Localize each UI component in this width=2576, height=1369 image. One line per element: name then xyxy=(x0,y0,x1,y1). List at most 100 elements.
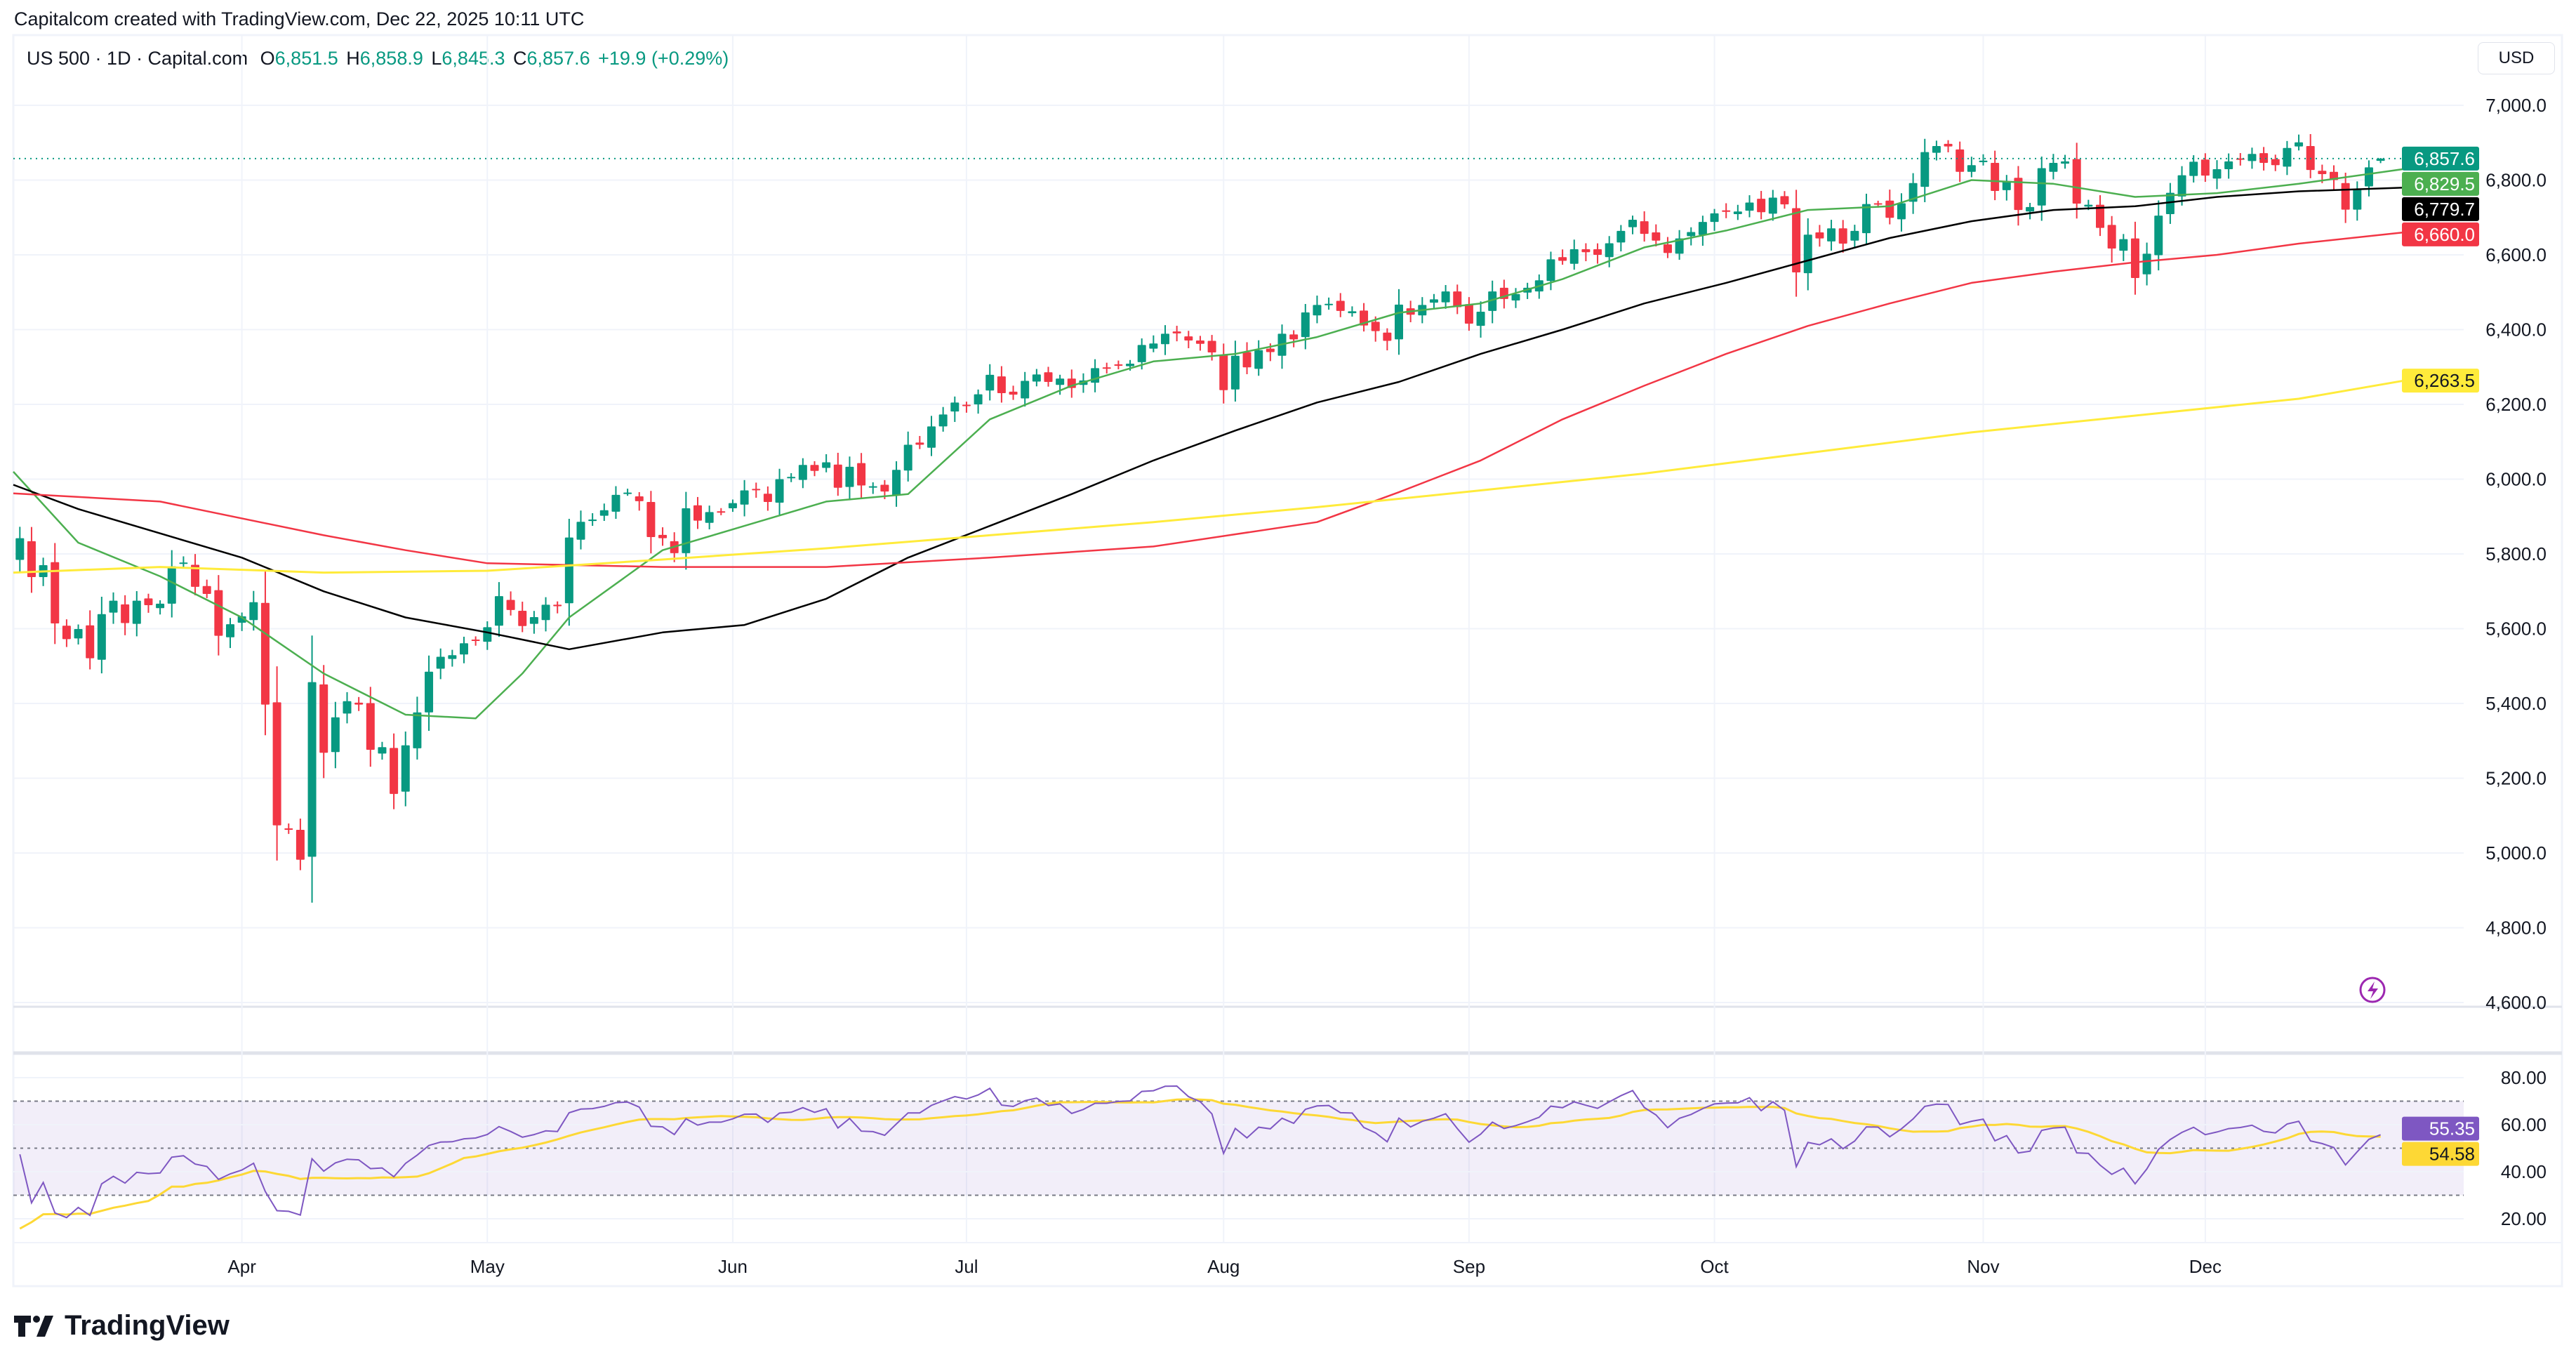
candle-down[interactable] xyxy=(1266,348,1275,352)
candle-up[interactable] xyxy=(2142,253,2151,275)
candle-down[interactable] xyxy=(1114,364,1123,366)
candle-up[interactable] xyxy=(974,394,983,404)
candle-up[interactable] xyxy=(1745,202,1754,211)
candle-down[interactable] xyxy=(1009,391,1018,395)
candle-down[interactable] xyxy=(1792,208,1801,273)
candle-up[interactable] xyxy=(1441,291,1450,303)
candle-down[interactable] xyxy=(1991,163,2000,191)
candle-up[interactable] xyxy=(436,656,445,669)
candle-up[interactable] xyxy=(226,624,234,637)
candle-up[interactable] xyxy=(1395,304,1403,340)
candle-down[interactable] xyxy=(2341,183,2350,210)
candle-up[interactable] xyxy=(413,712,422,748)
candle-down[interactable] xyxy=(2200,159,2210,176)
candle-down[interactable] xyxy=(144,598,153,605)
candle-up[interactable] xyxy=(798,465,807,480)
candle-down[interactable] xyxy=(191,564,200,587)
candle-up[interactable] xyxy=(1698,222,1707,235)
candle-down[interactable] xyxy=(1640,221,1649,234)
candle-down[interactable] xyxy=(354,702,364,705)
candle-up[interactable] xyxy=(331,717,340,753)
candle-down[interactable] xyxy=(962,404,971,406)
candle-down[interactable] xyxy=(1184,336,1193,340)
candle-up[interactable] xyxy=(611,494,620,512)
candle-up[interactable] xyxy=(2212,169,2222,179)
candle-up[interactable] xyxy=(1967,165,1976,172)
candle-up[interactable] xyxy=(576,522,585,540)
candle-up[interactable] xyxy=(903,444,912,471)
candle-down[interactable] xyxy=(997,376,1006,394)
candle-up[interactable] xyxy=(2061,161,2070,164)
candle-up[interactable] xyxy=(529,616,538,624)
candle-up[interactable] xyxy=(1254,350,1263,369)
candle-up[interactable] xyxy=(927,426,936,448)
candle-down[interactable] xyxy=(553,604,562,607)
candle-down[interactable] xyxy=(1195,340,1204,344)
candle-down[interactable] xyxy=(1593,249,1602,255)
candle-up[interactable] xyxy=(1768,197,1777,214)
candle-down[interactable] xyxy=(1663,244,1672,253)
candle-down[interactable] xyxy=(646,501,656,538)
candle-up[interactable] xyxy=(938,414,948,427)
candle-down[interactable] xyxy=(1956,149,1965,172)
candle-up[interactable] xyxy=(1301,312,1310,338)
candle-down[interactable] xyxy=(62,626,71,640)
candle-up[interactable] xyxy=(775,479,784,503)
candle-down[interactable] xyxy=(319,684,328,753)
candle-down[interactable] xyxy=(833,464,842,488)
candle-down[interactable] xyxy=(1453,291,1462,307)
candle-up[interactable] xyxy=(307,682,317,857)
candle-down[interactable] xyxy=(1242,352,1252,368)
candle-up[interactable] xyxy=(1161,333,1169,345)
candle-down[interactable] xyxy=(202,586,211,594)
candle-up[interactable] xyxy=(1908,183,1918,202)
candle-down[interactable] xyxy=(1722,210,1731,212)
candle-up[interactable] xyxy=(1803,234,1812,274)
candle-up[interactable] xyxy=(822,462,831,468)
candle-down[interactable] xyxy=(880,484,889,492)
candle-up[interactable] xyxy=(1862,204,1871,234)
candle-down[interactable] xyxy=(1172,331,1181,333)
candle-up[interactable] xyxy=(2248,154,2257,161)
candle-up[interactable] xyxy=(1710,213,1719,223)
candle-down[interactable] xyxy=(1652,232,1661,241)
candle-up[interactable] xyxy=(132,600,141,624)
candle-up[interactable] xyxy=(705,512,714,523)
candle-up[interactable] xyxy=(167,566,176,604)
candle-down[interactable] xyxy=(1885,200,1894,218)
candle-up[interactable] xyxy=(1827,228,1836,242)
candle-up[interactable] xyxy=(74,629,83,639)
candle-up[interactable] xyxy=(1021,381,1030,399)
candle-up[interactable] xyxy=(2119,239,2128,251)
candle-up[interactable] xyxy=(378,747,387,754)
candle-down[interactable] xyxy=(1944,143,1953,147)
candle-down[interactable] xyxy=(1102,367,1111,369)
candle-down[interactable] xyxy=(506,600,515,610)
candle-up[interactable] xyxy=(588,520,597,522)
candle-down[interactable] xyxy=(915,442,924,445)
candle-up[interactable] xyxy=(1126,363,1135,366)
candle-up[interactable] xyxy=(1149,343,1158,349)
candle-up[interactable] xyxy=(425,671,434,713)
candle-up[interactable] xyxy=(2295,142,2304,147)
candle-up[interactable] xyxy=(1733,211,1742,214)
candle-down[interactable] xyxy=(471,639,480,641)
candle-down[interactable] xyxy=(2259,153,2269,164)
candle-up[interactable] xyxy=(1137,345,1146,362)
candle-down[interactable] xyxy=(86,625,95,659)
candle-up[interactable] xyxy=(1511,293,1520,300)
candle-up[interactable] xyxy=(2224,161,2233,170)
candle-up[interactable] xyxy=(1605,243,1614,258)
candle-down[interactable] xyxy=(1371,322,1380,331)
candle-down[interactable] xyxy=(857,463,866,486)
candle-up[interactable] xyxy=(15,538,25,560)
candle-down[interactable] xyxy=(1581,249,1591,253)
candle-up[interactable] xyxy=(623,492,632,494)
candle-down[interactable] xyxy=(272,702,281,826)
candle-down[interactable] xyxy=(763,494,772,502)
candle-down[interactable] xyxy=(1383,332,1392,341)
candle-down[interactable] xyxy=(296,829,305,860)
candle-down[interactable] xyxy=(51,562,60,624)
candle-up[interactable] xyxy=(2165,192,2175,214)
